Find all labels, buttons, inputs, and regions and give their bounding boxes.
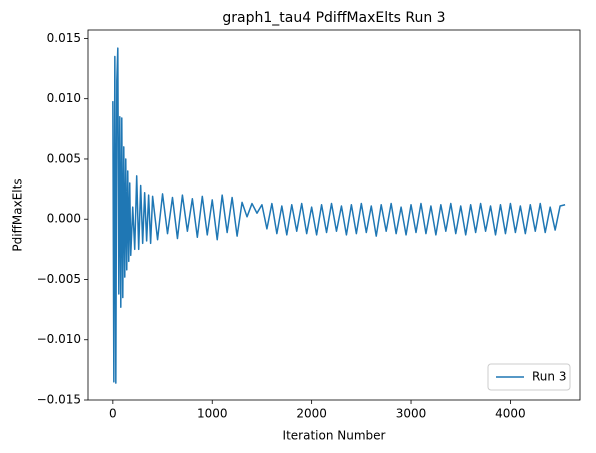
y-tick-label: 0.010 bbox=[47, 91, 81, 105]
y-tick-label: 0.000 bbox=[47, 212, 81, 226]
x-tick-label: 3000 bbox=[396, 407, 427, 421]
y-tick-label: 0.015 bbox=[47, 31, 81, 45]
y-tick-label: −0.015 bbox=[37, 393, 81, 407]
x-tick-label: 1000 bbox=[197, 407, 228, 421]
x-tick-label: 0 bbox=[109, 407, 117, 421]
x-tick-label: 2000 bbox=[296, 407, 327, 421]
legend-label: Run 3 bbox=[532, 370, 566, 384]
x-tick-label: 4000 bbox=[495, 407, 526, 421]
y-axis-label: PdiffMaxElts bbox=[11, 178, 25, 251]
data-line bbox=[112, 47, 566, 384]
y-tick-label: 0.005 bbox=[47, 151, 81, 165]
y-tick-label: −0.005 bbox=[37, 272, 81, 286]
chart-title: graph1_tau4 PdiffMaxElts Run 3 bbox=[222, 10, 445, 26]
x-axis-label: Iteration Number bbox=[283, 429, 386, 443]
y-tick-label: −0.010 bbox=[37, 332, 81, 346]
legend-box bbox=[487, 363, 571, 391]
plot-frame bbox=[87, 29, 581, 401]
